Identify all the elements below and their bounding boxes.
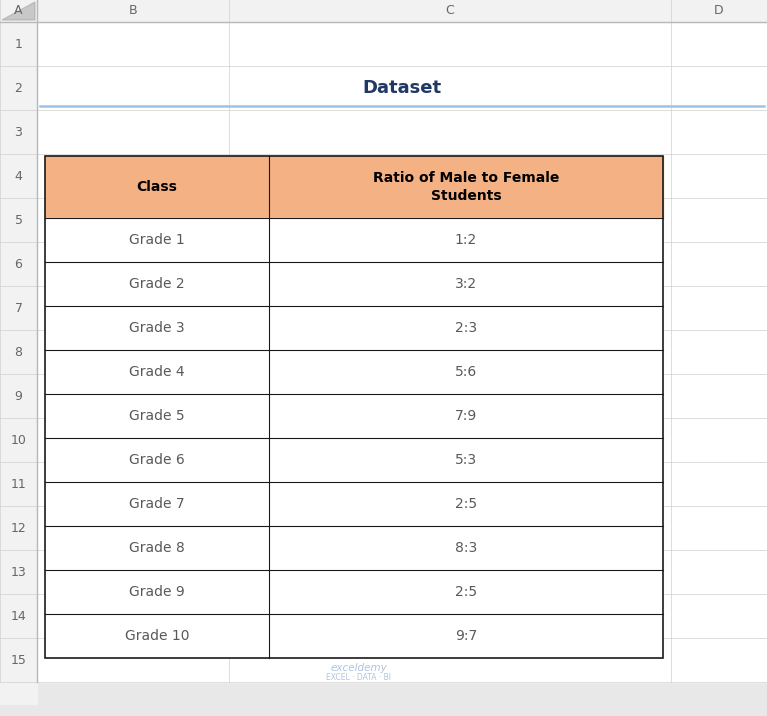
Text: Ratio of Male to Female
Students: Ratio of Male to Female Students [373,171,559,203]
Bar [0,0,37,22]
Text: 5: 5 [15,213,22,226]
Text: 1: 1 [15,37,22,51]
Text: Class: Class [137,180,177,194]
Text: A: A [15,4,23,17]
Text: 3:2: 3:2 [455,277,477,291]
Text: 7: 7 [15,301,22,314]
Text: B: B [129,4,137,17]
Polygon shape [2,2,35,20]
Text: exceldemy: exceldemy [331,663,387,673]
Text: Grade 7: Grade 7 [129,497,185,511]
Text: 5:3: 5:3 [455,453,477,467]
Text: 10: 10 [11,433,26,447]
Text: 9: 9 [15,390,22,402]
Bar [45,218,663,262]
Text: Grade 2: Grade 2 [129,277,185,291]
Text: Grade 9: Grade 9 [129,585,185,599]
Text: Grade 6: Grade 6 [129,453,185,467]
Text: Grade 1: Grade 1 [129,233,185,247]
Text: Grade 3: Grade 3 [129,321,185,335]
Text: 14: 14 [11,609,26,622]
Bar [45,350,663,394]
Text: 1:2: 1:2 [455,233,477,247]
Text: Grade 5: Grade 5 [129,409,185,423]
Text: 13: 13 [11,566,26,579]
Text: 3: 3 [15,125,22,138]
Bar [45,438,663,482]
Text: Dataset: Dataset [363,79,442,97]
Text: Grade 8: Grade 8 [129,541,185,555]
Text: 8:3: 8:3 [455,541,477,555]
Text: 2:5: 2:5 [455,585,477,599]
Bar [0,22,37,704]
Text: 9:7: 9:7 [455,629,477,643]
Text: 12: 12 [11,521,26,535]
Bar [45,394,663,438]
Bar [45,570,663,614]
Bar [45,526,663,570]
Bar [45,156,663,658]
Text: C: C [446,4,454,17]
Text: Grade 10: Grade 10 [125,629,189,643]
Text: Grade 4: Grade 4 [129,365,185,379]
Text: 11: 11 [11,478,26,490]
Bar [45,614,663,658]
Text: D: D [714,4,724,17]
Bar [0,0,767,22]
Text: 15: 15 [11,654,26,667]
Bar [45,306,663,350]
Text: 2: 2 [15,82,22,95]
Text: EXCEL · DATA · BI: EXCEL · DATA · BI [327,674,391,682]
Bar [45,156,663,218]
Text: 4: 4 [15,170,22,183]
Text: 6: 6 [15,258,22,271]
Text: 5:6: 5:6 [455,365,477,379]
Text: 7:9: 7:9 [455,409,477,423]
Bar [45,262,663,306]
Text: 2:3: 2:3 [455,321,477,335]
Text: 2:5: 2:5 [455,497,477,511]
Text: 8: 8 [15,346,22,359]
Bar [45,482,663,526]
